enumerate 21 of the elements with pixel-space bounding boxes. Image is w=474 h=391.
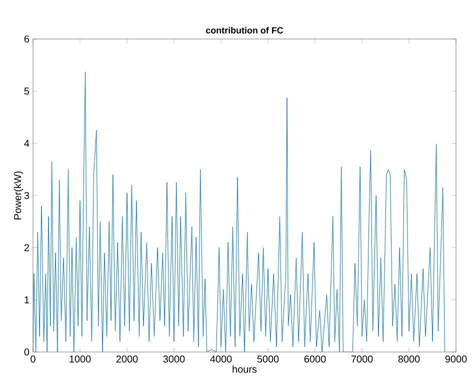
y-axis-title: Power(kW) [14, 171, 24, 220]
line-series [33, 72, 445, 352]
x-tick-label: 0 [30, 356, 36, 363]
x-tick-label: 7000 [351, 356, 373, 363]
x-tick-label: 8000 [398, 356, 420, 363]
x-tick-label: 4000 [210, 356, 232, 363]
x-axis-title: hours [232, 365, 257, 373]
y-tick-label: 0 [24, 348, 30, 356]
y-tick-label: 2 [24, 244, 29, 252]
x-tick-label: 9000 [445, 356, 467, 363]
x-tick-label: 5000 [257, 356, 279, 363]
y-tick-label: 6 [24, 35, 30, 43]
x-tick-label: 1000 [70, 356, 91, 363]
x-tick-label: 6000 [304, 356, 326, 363]
x-tick-label: 3000 [163, 356, 185, 363]
x-tick-label: 2000 [116, 356, 138, 363]
y-tick-label: 3 [24, 192, 30, 200]
y-tick-label: 1 [24, 296, 29, 304]
chart-title: contribution of FC [206, 26, 284, 34]
y-tick-label: 5 [24, 88, 30, 95]
y-tick-label: 4 [24, 140, 30, 147]
